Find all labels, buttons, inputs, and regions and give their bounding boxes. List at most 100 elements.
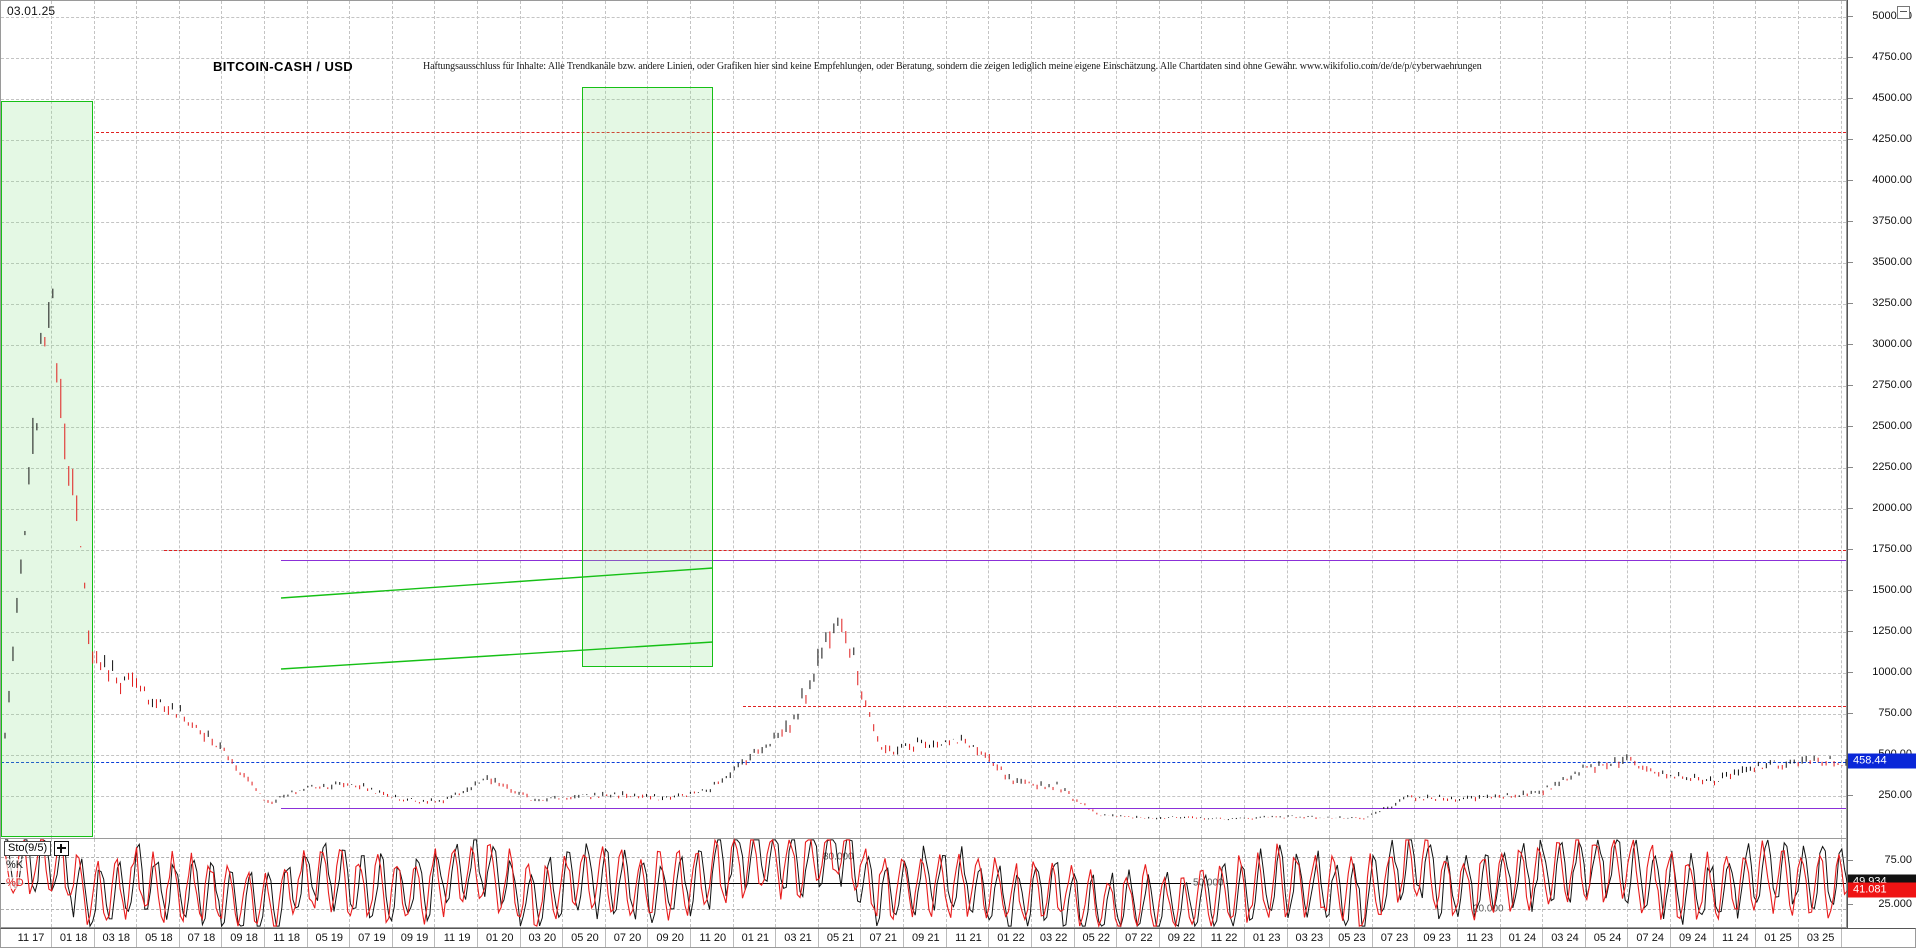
time-tick-separator xyxy=(349,929,351,947)
price-tick-mark xyxy=(1848,262,1853,264)
time-tick-label: 03 23 xyxy=(1295,932,1324,944)
time-tick-separator xyxy=(178,929,180,947)
price-tick-label: 4500.00 xyxy=(1872,92,1912,105)
time-tick-label: 01 24 xyxy=(1508,932,1537,944)
time-tick-label: 03 24 xyxy=(1551,932,1579,944)
price-tick-label: 3500.00 xyxy=(1872,256,1912,269)
price-tick-mark xyxy=(1848,221,1853,223)
time-tick-label: 07 20 xyxy=(613,932,642,944)
time-tick-separator xyxy=(263,929,265,947)
price-tick-mark xyxy=(1848,672,1853,674)
time-tick-label: 03 18 xyxy=(102,932,130,944)
time-tick-label: 03 20 xyxy=(528,932,557,944)
time-tick-separator xyxy=(1712,929,1714,947)
time-axis[interactable]: 11 17 01 18 03 18 05 18 07 18 09 18 11 18 05 19… xyxy=(0,928,1916,948)
indicator-tick-label: 75.00 xyxy=(1884,854,1912,866)
series-label-k: %K xyxy=(5,859,25,871)
price-axis[interactable]: 5000.00 4750.00 4500.00 4250.00 4000.00 3750.… xyxy=(1847,0,1916,928)
time-tick-label: 03 21 xyxy=(784,932,812,944)
price-tick-label: 1500.00 xyxy=(1872,584,1912,597)
time-tick-separator xyxy=(1414,929,1416,947)
time-tick-separator xyxy=(1371,929,1373,947)
time-tick-separator xyxy=(477,929,478,947)
stochastic-d-line xyxy=(4,838,1848,929)
time-tick-label: 11 23 xyxy=(1466,932,1494,944)
price-tick-label: 3000.00 xyxy=(1872,338,1912,351)
time-tick-separator xyxy=(306,929,308,947)
price-tick-label: 2500.00 xyxy=(1872,420,1912,433)
price-tick-mark xyxy=(1848,385,1853,387)
time-tick-separator xyxy=(690,929,692,947)
time-tick-separator xyxy=(1286,929,1288,947)
time-tick-separator xyxy=(1030,929,1032,947)
time-tick-separator xyxy=(562,929,564,947)
time-tick-label: 07 18 xyxy=(187,932,216,944)
time-tick-label: 11 19 xyxy=(443,932,471,944)
time-tick-separator xyxy=(1329,929,1331,947)
price-tick-mark xyxy=(1848,57,1853,59)
price-tick-mark xyxy=(1848,631,1853,633)
time-tick-separator xyxy=(945,929,947,947)
time-tick-label: 05 23 xyxy=(1338,932,1366,944)
time-tick-separator xyxy=(1627,929,1629,947)
price-tick-mark xyxy=(1848,16,1853,18)
stochastic-indicator-panel[interactable]: 80.000 50.000 20.000 Sto(9/5) %K %D xyxy=(0,838,1848,929)
indicator-legend[interactable]: Sto(9/5) xyxy=(4,841,70,856)
time-tick-separator xyxy=(1670,929,1672,947)
time-tick-label: 11 18 xyxy=(273,932,301,944)
price-tick-mark xyxy=(1848,426,1853,428)
time-tick-label: 09 22 xyxy=(1167,932,1196,944)
time-tick-separator xyxy=(604,929,606,947)
time-tick-label: 09 19 xyxy=(400,932,429,944)
time-tick-label: 07 19 xyxy=(358,932,386,944)
time-tick-separator xyxy=(93,929,95,947)
price-tick-label: 2250.00 xyxy=(1872,461,1912,474)
time-tick-label: 03 25 xyxy=(1806,932,1835,944)
time-tick-separator xyxy=(1797,929,1799,947)
time-tick-label: 05 24 xyxy=(1593,932,1622,944)
price-chart-panel[interactable]: 03.01.25 BITCOIN-CASH / USD Haftungsauss… xyxy=(0,0,1847,838)
time-tick-label: 09 24 xyxy=(1679,932,1707,944)
time-tick-separator xyxy=(1584,929,1586,947)
time-tick-label: 11 24 xyxy=(1722,932,1749,944)
time-tick-separator xyxy=(1457,929,1459,947)
time-tick-separator xyxy=(50,929,52,947)
indicator-value-badge-d: 41.081 xyxy=(1848,882,1916,898)
price-tick-mark xyxy=(1848,139,1853,141)
time-tick-separator xyxy=(860,929,862,947)
time-tick-label: 05 18 xyxy=(145,932,173,944)
time-tick-separator xyxy=(647,929,649,947)
price-tick-label: 4000.00 xyxy=(1872,174,1912,187)
price-tick-mark xyxy=(1848,508,1853,510)
price-tick-label: 4750.00 xyxy=(1872,51,1912,64)
time-tick-label: 01 21 xyxy=(741,932,770,944)
time-tick-separator xyxy=(903,929,905,947)
price-tick-mark xyxy=(1848,549,1853,551)
time-tick-label: 11 20 xyxy=(699,932,727,944)
stochastic-series xyxy=(4,838,1848,929)
indicator-tick-label: 25.000 xyxy=(1878,898,1912,910)
time-tick-label: 07 24 xyxy=(1636,932,1664,944)
plus-box-icon[interactable] xyxy=(54,841,70,856)
price-tick-label: 4250.00 xyxy=(1872,133,1912,146)
indicator-tick-mark xyxy=(1848,860,1853,861)
time-tick-label: 07 22 xyxy=(1125,932,1153,944)
time-tick-separator xyxy=(1755,929,1757,947)
time-tick-label: 09 18 xyxy=(230,932,258,944)
time-tick-separator xyxy=(817,929,819,947)
time-tick-label: 05 22 xyxy=(1082,932,1111,944)
price-tick-mark xyxy=(1848,344,1853,346)
price-tick-mark xyxy=(1848,795,1853,797)
indicator-name-label: Sto(9/5) xyxy=(4,841,52,856)
price-tick-label: 2000.00 xyxy=(1872,502,1912,515)
price-tick-label: 2750.00 xyxy=(1872,379,1912,392)
stochastic-k-line xyxy=(5,839,1848,928)
collapse-icon[interactable] xyxy=(1897,6,1910,19)
time-tick-label: 07 21 xyxy=(869,932,897,944)
time-tick-separator xyxy=(775,929,777,947)
time-tick-label: 09 20 xyxy=(656,932,684,944)
time-tick-separator xyxy=(136,929,138,947)
time-tick-separator xyxy=(1243,929,1245,947)
price-tick-mark xyxy=(1848,303,1853,305)
